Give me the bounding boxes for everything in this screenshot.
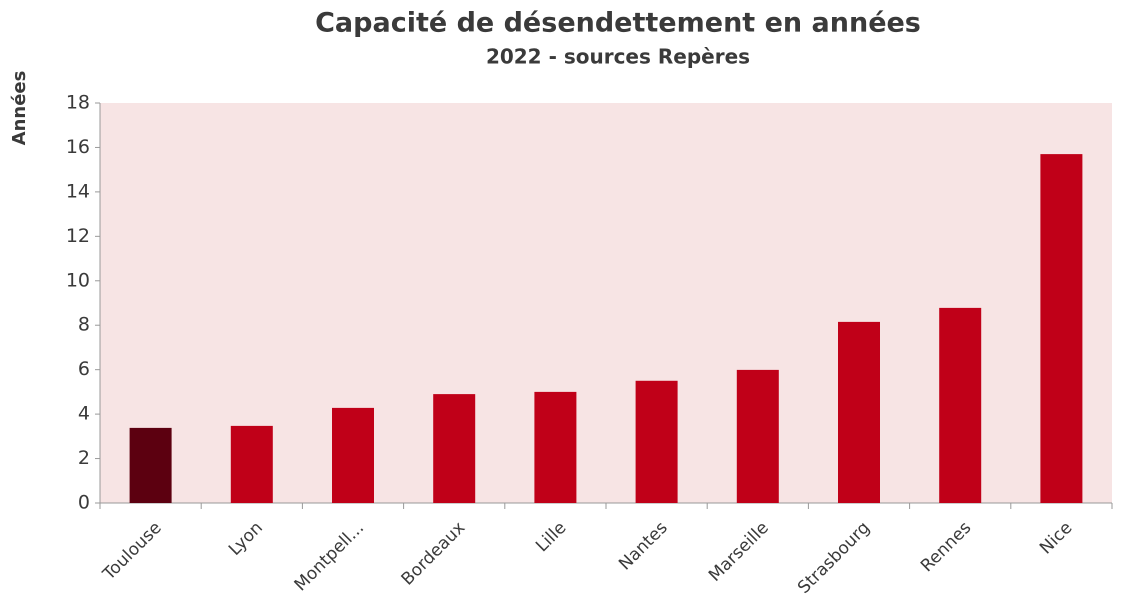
bar: [534, 391, 577, 503]
x-tick-label: Lyon: [225, 518, 267, 560]
bar: [939, 307, 982, 503]
x-tick-label: Toulouse: [99, 518, 166, 585]
x-tick-label: Lille: [532, 518, 570, 556]
y-tick-label: 2: [78, 447, 90, 469]
bar: [433, 394, 476, 503]
y-tick-label: 18: [66, 92, 90, 114]
y-tick-label: 12: [66, 225, 90, 247]
bar: [1040, 154, 1083, 503]
y-tick-label: 6: [78, 358, 90, 380]
y-tick-label: 0: [78, 492, 90, 514]
bar: [129, 427, 172, 503]
x-tick-label: Marseille: [705, 518, 773, 586]
x-tick-label: Rennes: [917, 518, 975, 576]
y-tick-label: 16: [66, 136, 90, 158]
x-tick-label: Nantes: [615, 518, 672, 575]
bar: [230, 425, 273, 503]
bar: [635, 380, 678, 503]
chart-subtitle: 2022 - sources Repères: [486, 45, 750, 69]
y-tick-label: 8: [78, 314, 90, 336]
x-tick-label: Nice: [1036, 518, 1076, 558]
x-tick-label: Montpell...: [291, 518, 368, 595]
x-tick-label: Strasbourg: [794, 518, 874, 598]
bar: [332, 407, 374, 503]
bar: [838, 321, 880, 503]
y-axis-label: Années: [9, 71, 30, 146]
x-tick-label: Bordeaux: [398, 518, 470, 590]
y-tick-label: 14: [66, 180, 90, 202]
y-tick-label: 4: [78, 403, 90, 425]
chart-title: Capacité de désendettement en années: [315, 8, 921, 39]
bar: [736, 369, 779, 503]
y-tick-label: 10: [66, 269, 90, 291]
